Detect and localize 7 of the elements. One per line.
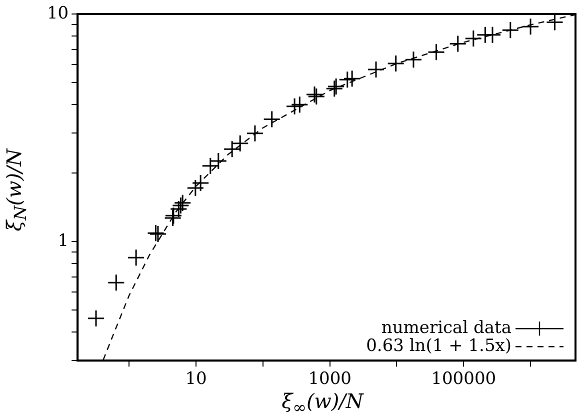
x-tick-label: 1000	[308, 369, 352, 390]
x-axis-title: ξ$_{∞}$(w)/N	[280, 389, 365, 417]
legend-label: numerical data	[381, 318, 512, 338]
x-tick-label: 10	[185, 369, 207, 390]
y-tick-label: 1	[58, 231, 69, 252]
x-tick-label: 100000	[431, 369, 496, 390]
legend-label: 0.63 ln(1 + 1.5x)	[366, 336, 512, 356]
